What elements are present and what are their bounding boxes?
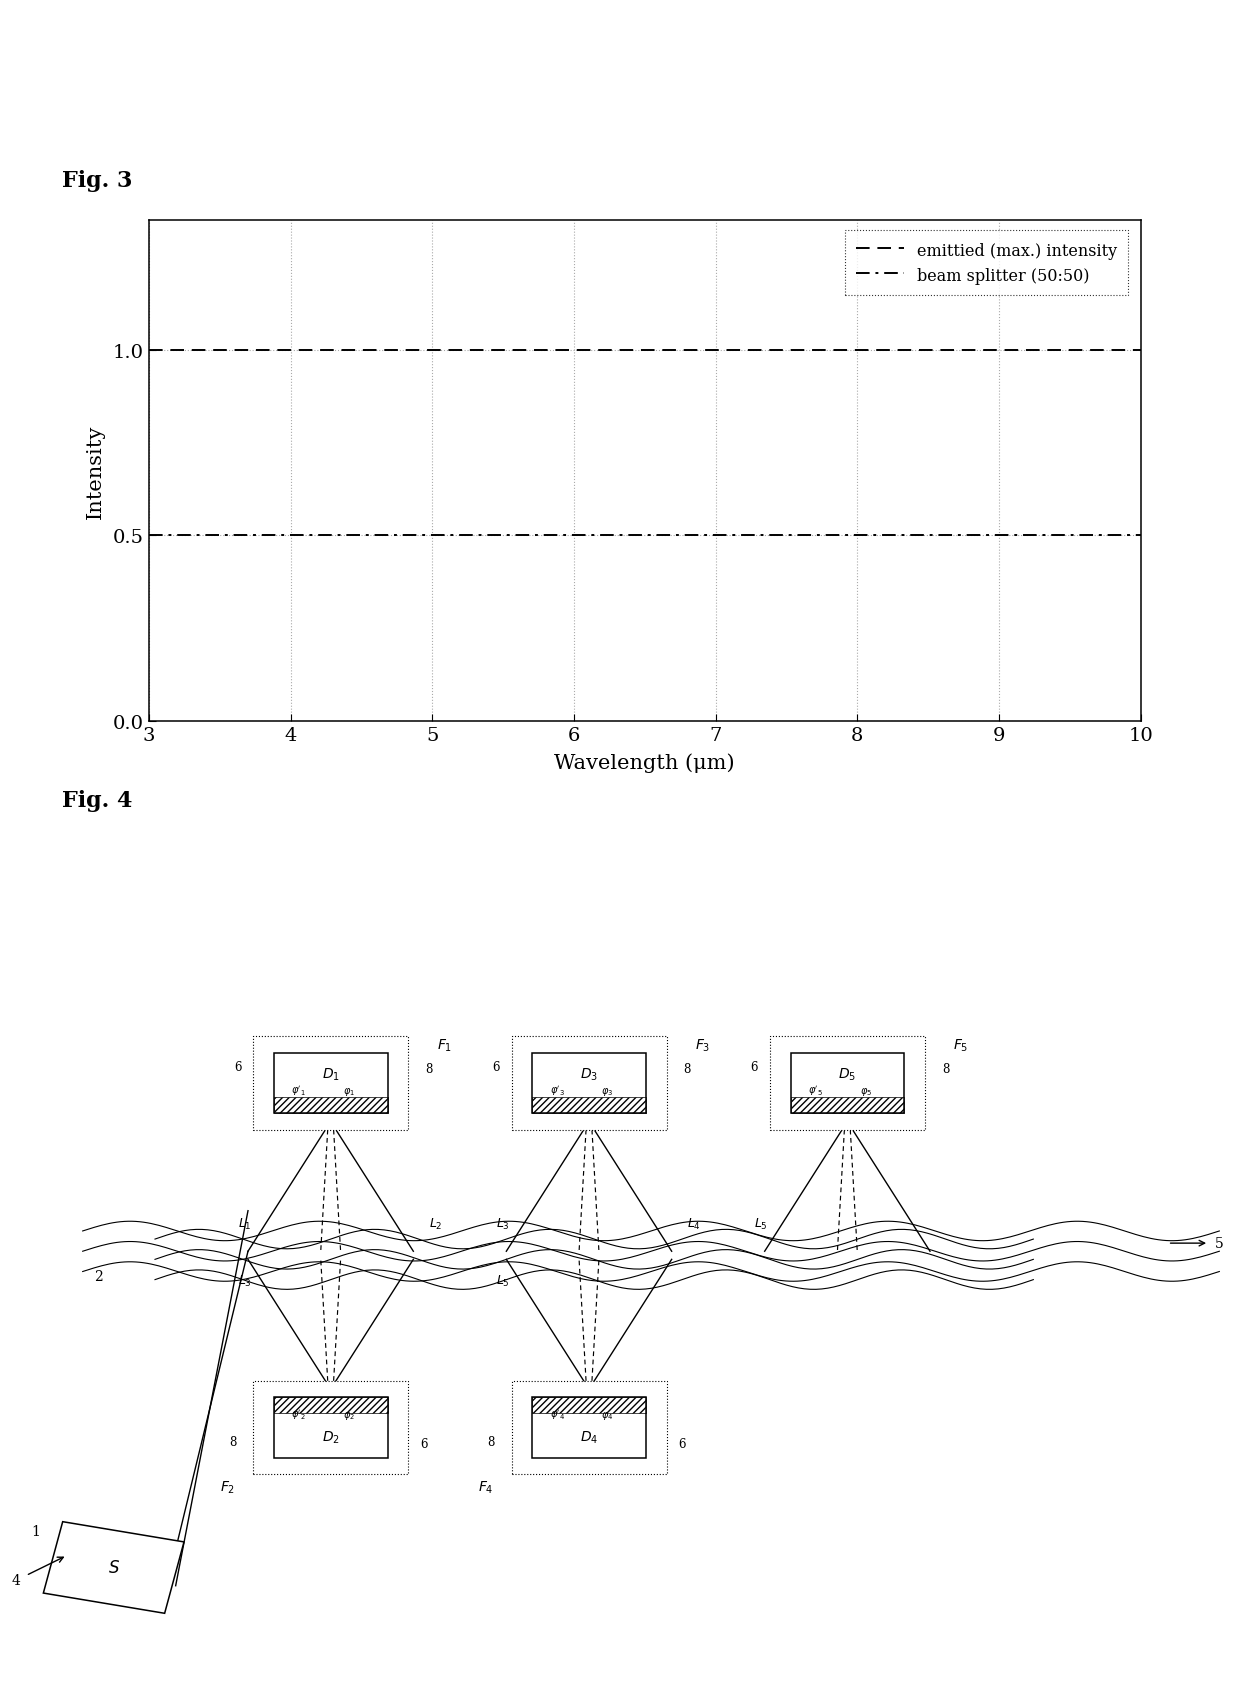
Text: $D_{2}$: $D_{2}$: [321, 1428, 340, 1445]
Text: 4: 4: [11, 1572, 20, 1586]
Text: 6: 6: [234, 1061, 242, 1073]
Bar: [791, 1053, 904, 1114]
Text: Fig. 4: Fig. 4: [62, 790, 133, 812]
Text: 6: 6: [678, 1438, 686, 1450]
Text: $F_{1}$: $F_{1}$: [436, 1037, 451, 1053]
Text: $\varphi'_{2}$: $\varphi'_{2}$: [291, 1408, 306, 1421]
Text: 6: 6: [750, 1061, 758, 1073]
Text: 6: 6: [492, 1061, 500, 1073]
Text: 8: 8: [942, 1063, 949, 1075]
Text: $L_{2}$: $L_{2}$: [429, 1216, 443, 1231]
Text: 8: 8: [683, 1063, 691, 1075]
Bar: [770, 1037, 925, 1129]
Text: $S$: $S$: [108, 1559, 120, 1576]
Text: $F_{3}$: $F_{3}$: [694, 1037, 711, 1053]
Bar: [532, 1397, 646, 1459]
Text: $\varphi'_{5}$: $\varphi'_{5}$: [808, 1083, 823, 1097]
Text: $D_{5}$: $D_{5}$: [838, 1066, 857, 1082]
Text: $\varphi_{2}$: $\varphi_{2}$: [343, 1409, 355, 1421]
Text: $F_{2}$: $F_{2}$: [219, 1479, 234, 1494]
Bar: [532, 1397, 646, 1413]
Bar: [512, 1037, 667, 1129]
Text: $L_{3}$: $L_{3}$: [496, 1216, 510, 1231]
Text: $\varphi_{1}$: $\varphi_{1}$: [343, 1085, 355, 1097]
Text: 1: 1: [32, 1525, 41, 1538]
Text: 2: 2: [94, 1268, 103, 1282]
Text: 8: 8: [425, 1063, 433, 1075]
Text: $\varphi'_{4}$: $\varphi'_{4}$: [549, 1408, 565, 1421]
Text: 5: 5: [1215, 1236, 1224, 1250]
Text: 8: 8: [229, 1435, 236, 1448]
Text: $L_{1}$: $L_{1}$: [238, 1216, 252, 1231]
Text: $D_{3}$: $D_{3}$: [580, 1066, 598, 1082]
Bar: [274, 1397, 388, 1413]
Text: $\varphi_{4}$: $\varphi_{4}$: [601, 1409, 614, 1421]
Bar: [253, 1037, 408, 1129]
Bar: [791, 1097, 904, 1114]
Text: Fig. 3: Fig. 3: [62, 170, 133, 192]
Bar: [512, 1380, 667, 1474]
Text: $F_{5}$: $F_{5}$: [954, 1037, 968, 1053]
Text: $L_{5}$: $L_{5}$: [496, 1274, 510, 1289]
Legend: emittied (max.) intensity, beam splitter (50:50): emittied (max.) intensity, beam splitter…: [844, 231, 1128, 295]
Text: $\varphi_{3}$: $\varphi_{3}$: [601, 1085, 614, 1097]
Text: 8: 8: [487, 1435, 495, 1448]
Bar: [274, 1397, 388, 1459]
Text: $D_{4}$: $D_{4}$: [580, 1428, 598, 1445]
Bar: [532, 1097, 646, 1114]
Text: $D_{1}$: $D_{1}$: [321, 1066, 340, 1082]
Bar: [274, 1097, 388, 1114]
Y-axis label: Intensity: Intensity: [86, 424, 104, 518]
Text: $F_{4}$: $F_{4}$: [477, 1479, 494, 1494]
Bar: [274, 1053, 388, 1114]
Text: 6: 6: [420, 1438, 428, 1450]
Text: $\varphi_{5}$: $\varphi_{5}$: [859, 1085, 872, 1097]
Bar: [43, 1521, 184, 1613]
Bar: [253, 1380, 408, 1474]
Text: $L_{5}$: $L_{5}$: [754, 1216, 768, 1231]
Text: $\varphi'_{1}$: $\varphi'_{1}$: [291, 1083, 306, 1097]
Text: $\varphi'_{3}$: $\varphi'_{3}$: [549, 1083, 564, 1097]
Text: $L_{4}$: $L_{4}$: [687, 1216, 701, 1231]
Text: $L_{3}$: $L_{3}$: [238, 1274, 252, 1289]
X-axis label: Wavelength (μm): Wavelength (μm): [554, 752, 735, 773]
Bar: [532, 1053, 646, 1114]
